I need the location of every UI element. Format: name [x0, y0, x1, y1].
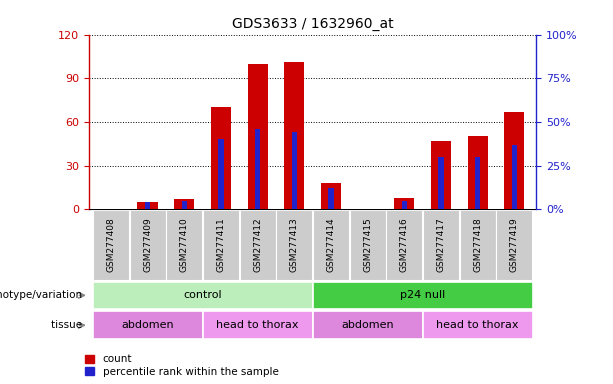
Text: tissue: tissue [51, 320, 86, 330]
Text: head to thorax: head to thorax [216, 320, 299, 330]
Bar [423, 210, 459, 280]
Bar [284, 62, 305, 209]
Text: GSM277413: GSM277413 [290, 217, 299, 272]
Text: GSM277409: GSM277409 [143, 217, 152, 272]
Bar [512, 145, 517, 209]
Text: GSM277412: GSM277412 [253, 217, 262, 272]
Bar [468, 136, 488, 209]
Text: genotype/variation: genotype/variation [0, 290, 86, 300]
Title: GDS3633 / 1632960_at: GDS3633 / 1632960_at [232, 17, 394, 31]
Bar [166, 210, 202, 280]
Text: abdomen: abdomen [341, 320, 394, 330]
Bar [497, 210, 532, 280]
Bar [129, 210, 166, 280]
Bar [460, 210, 496, 280]
Text: control: control [183, 290, 222, 300]
Bar [181, 200, 187, 209]
Bar [174, 199, 194, 209]
Text: GSM277415: GSM277415 [363, 217, 372, 272]
Bar [292, 132, 297, 209]
Bar [313, 281, 533, 309]
Bar [349, 210, 386, 280]
Bar [218, 139, 224, 209]
Bar [93, 311, 202, 339]
Bar [211, 108, 231, 209]
Bar [321, 183, 341, 209]
Text: GSM277408: GSM277408 [107, 217, 115, 272]
Text: GSM277414: GSM277414 [327, 217, 335, 272]
Bar [438, 157, 444, 209]
Bar [475, 157, 481, 209]
Bar [394, 198, 414, 209]
Bar [504, 112, 525, 209]
Bar [402, 200, 407, 209]
Legend: count, percentile rank within the sample: count, percentile rank within the sample [85, 354, 278, 377]
Bar [328, 188, 333, 209]
Bar [145, 202, 150, 209]
Text: GSM277417: GSM277417 [436, 217, 446, 272]
Text: GSM277418: GSM277418 [473, 217, 482, 272]
Bar [431, 141, 451, 209]
Bar [93, 281, 313, 309]
Bar [93, 210, 129, 280]
Text: abdomen: abdomen [121, 320, 174, 330]
Bar [386, 210, 422, 280]
Bar [202, 311, 313, 339]
Bar [240, 210, 276, 280]
Text: GSM277410: GSM277410 [180, 217, 189, 272]
Text: GSM277416: GSM277416 [400, 217, 409, 272]
Bar [313, 311, 423, 339]
Bar [248, 64, 268, 209]
Bar [313, 210, 349, 280]
Text: p24 null: p24 null [400, 290, 445, 300]
Text: GSM277419: GSM277419 [510, 217, 519, 272]
Bar [137, 202, 158, 209]
Bar [255, 129, 261, 209]
Bar [276, 210, 312, 280]
Bar [423, 311, 533, 339]
Text: GSM277411: GSM277411 [216, 217, 226, 272]
Bar [203, 210, 239, 280]
Text: head to thorax: head to thorax [436, 320, 519, 330]
